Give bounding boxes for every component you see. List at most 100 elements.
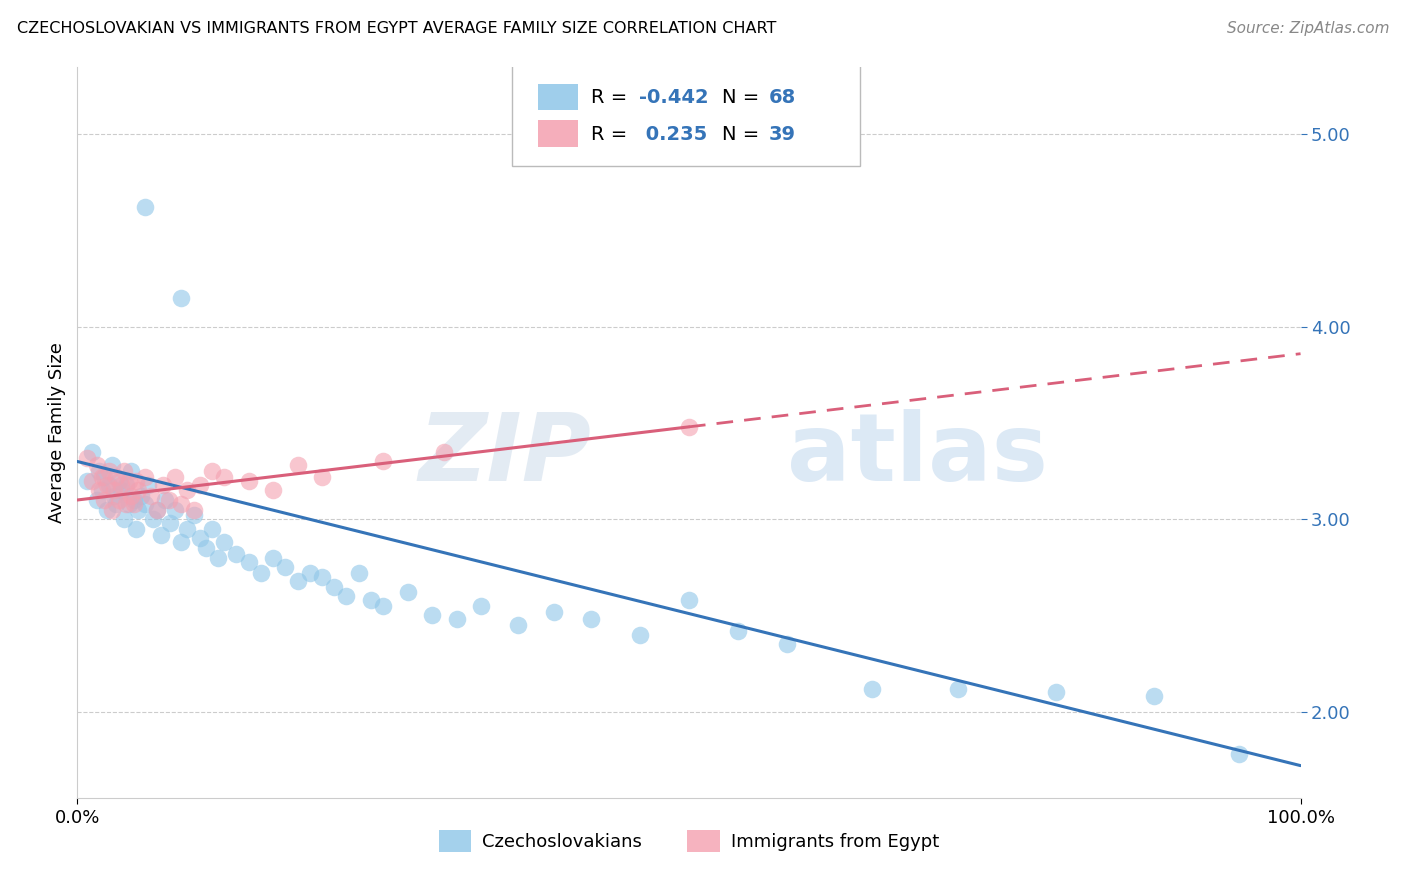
Point	[159, 516, 181, 530]
Point	[212, 470, 235, 484]
Point	[862, 681, 884, 696]
Point	[122, 493, 145, 508]
Point	[96, 502, 118, 516]
Point	[90, 470, 112, 484]
Point	[360, 593, 382, 607]
Point	[89, 483, 111, 498]
Point	[86, 493, 108, 508]
Text: atlas: atlas	[787, 409, 1047, 500]
Point	[678, 593, 700, 607]
Point	[165, 470, 187, 484]
Point	[298, 566, 321, 581]
Point	[176, 483, 198, 498]
Point	[110, 483, 132, 498]
Point	[127, 483, 149, 498]
Text: R =: R =	[591, 88, 634, 107]
Point	[262, 550, 284, 565]
Point	[76, 450, 98, 465]
Point	[238, 474, 260, 488]
Point	[201, 522, 224, 536]
Point	[543, 605, 565, 619]
Point	[76, 474, 98, 488]
Point	[207, 550, 229, 565]
Point	[311, 570, 333, 584]
Point	[194, 541, 217, 555]
Point	[1229, 747, 1251, 761]
Point	[323, 580, 346, 594]
Point	[287, 458, 309, 473]
Point	[183, 502, 205, 516]
Text: -0.442: -0.442	[638, 88, 709, 107]
Point	[371, 454, 394, 468]
Point	[250, 566, 273, 581]
Point	[201, 464, 224, 478]
Point	[170, 291, 193, 305]
Text: 0.235: 0.235	[638, 125, 707, 144]
Point	[93, 470, 115, 484]
Point	[188, 532, 211, 546]
Point	[112, 512, 135, 526]
Point	[136, 477, 159, 491]
Point	[188, 477, 211, 491]
Point	[120, 464, 142, 478]
Point	[139, 489, 162, 503]
Point	[98, 464, 121, 478]
Point	[90, 483, 112, 498]
Point	[170, 535, 193, 549]
Legend: Czechoslovakians, Immigrants from Egypt: Czechoslovakians, Immigrants from Egypt	[432, 822, 946, 859]
Point	[118, 474, 141, 488]
Point	[146, 502, 169, 516]
Point	[142, 512, 165, 526]
Point	[727, 624, 749, 638]
Point	[776, 637, 799, 651]
Point	[122, 497, 145, 511]
Point	[165, 502, 187, 516]
Point	[96, 477, 118, 491]
Point	[335, 589, 357, 603]
Point	[347, 566, 370, 581]
Point	[115, 497, 138, 511]
FancyBboxPatch shape	[538, 120, 578, 146]
Point	[105, 470, 128, 484]
Point	[110, 477, 132, 491]
Point	[579, 612, 602, 626]
Point	[103, 483, 125, 498]
Point	[274, 560, 297, 574]
Point	[134, 470, 156, 484]
Point	[125, 522, 148, 536]
Point	[80, 445, 103, 459]
Point	[183, 508, 205, 523]
Point	[89, 464, 111, 478]
Point	[170, 497, 193, 511]
Point	[125, 474, 148, 488]
Point	[238, 555, 260, 569]
Point	[103, 489, 125, 503]
Point	[120, 489, 142, 503]
Point	[628, 628, 651, 642]
Point	[470, 599, 492, 613]
Point	[1143, 690, 1166, 704]
Point	[134, 201, 156, 215]
Point	[149, 527, 172, 541]
Point	[93, 493, 115, 508]
Point	[108, 474, 131, 488]
Point	[157, 493, 180, 508]
Point	[678, 420, 700, 434]
Point	[176, 522, 198, 536]
Point	[134, 497, 156, 511]
Point	[311, 470, 333, 484]
Point	[212, 535, 235, 549]
Point	[146, 502, 169, 516]
Point	[371, 599, 394, 613]
Point	[155, 493, 177, 508]
Point	[80, 474, 103, 488]
Point	[115, 477, 138, 491]
Point	[396, 585, 419, 599]
Point	[287, 574, 309, 588]
Text: N =: N =	[721, 88, 765, 107]
Text: N =: N =	[721, 125, 765, 144]
Point	[433, 445, 456, 459]
Point	[100, 502, 122, 516]
Point	[127, 502, 149, 516]
Point	[420, 608, 443, 623]
